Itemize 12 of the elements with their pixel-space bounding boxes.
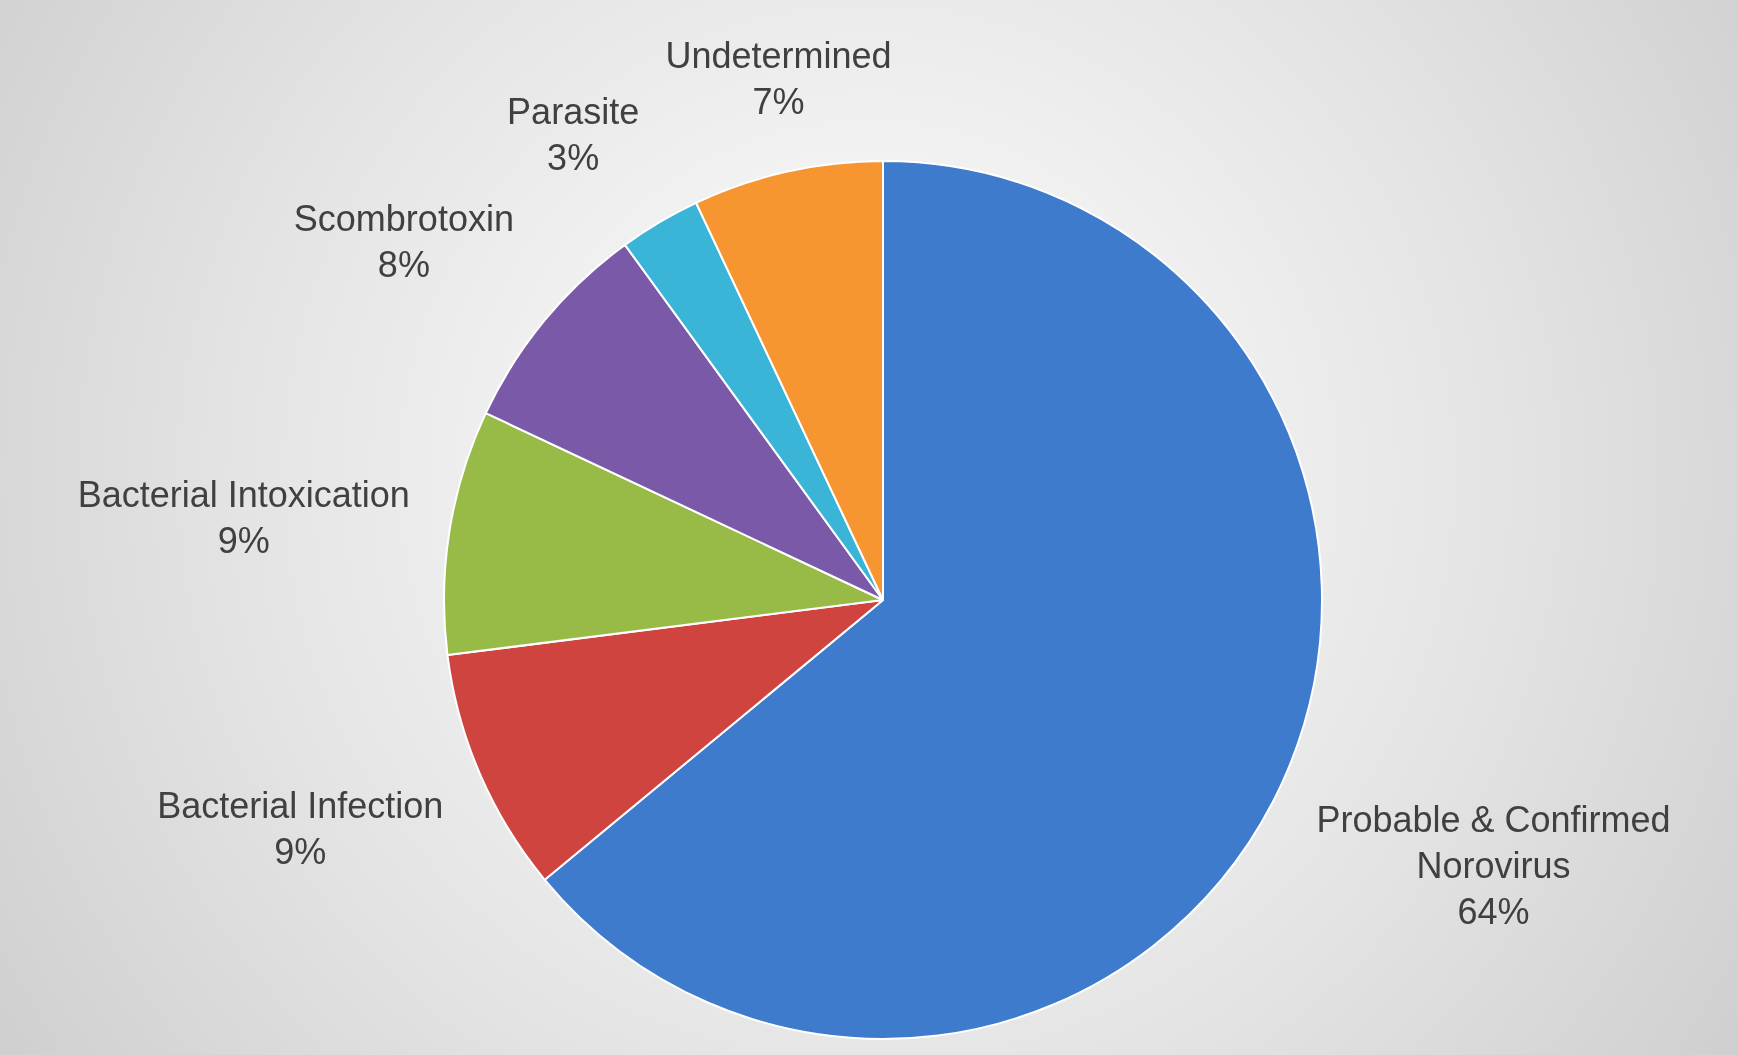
slice-label: Bacterial Intoxication (77, 473, 410, 515)
data-label: 9% (274, 831, 327, 873)
slice-label: Probable & Confirmed Norovirus (1316, 798, 1671, 886)
data-label: 64% (1457, 890, 1530, 932)
slice-label: Scombrotoxin (293, 197, 514, 239)
data-label: 7% (752, 81, 805, 123)
slice-label: Undetermined (665, 35, 892, 77)
data-label: 3% (547, 136, 600, 178)
data-label: 9% (217, 519, 270, 561)
slice-label: Parasite (507, 90, 640, 132)
slice-label: Bacterial Infection (157, 785, 444, 827)
data-label: 8% (377, 243, 430, 285)
